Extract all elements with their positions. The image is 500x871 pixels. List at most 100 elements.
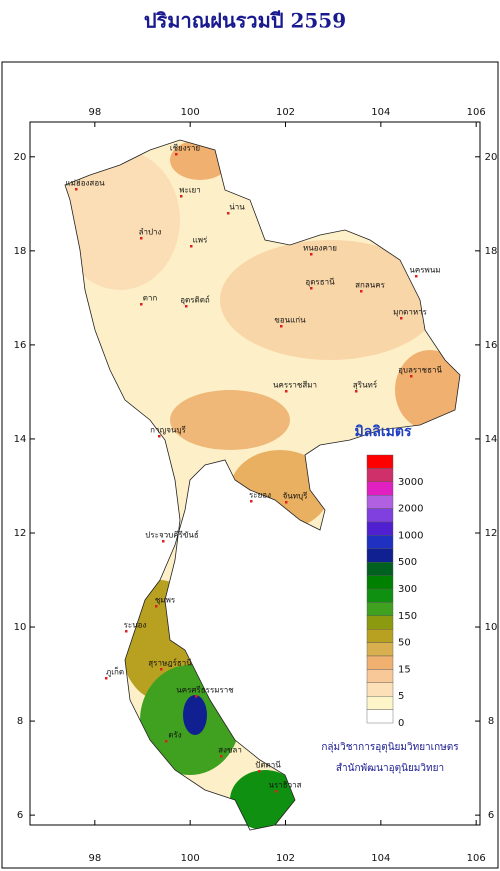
station <box>185 305 188 308</box>
place-label: ประจวบคีรีขันธ์ <box>145 530 199 540</box>
lat-tick-label: 8 <box>488 716 494 727</box>
legend-swatch <box>366 535 394 550</box>
station <box>160 668 163 671</box>
place-label: พะเยา <box>179 186 200 195</box>
place-label: กาญจนบุรี <box>150 426 186 435</box>
station <box>195 695 198 698</box>
station <box>140 303 143 306</box>
place-label: สุราษฎร์ธานี <box>148 658 192 668</box>
legend-label: 5 <box>398 691 404 702</box>
lon-tick-label: 100 <box>181 853 200 864</box>
place-label: แพร่ <box>193 236 208 245</box>
legend-swatch <box>366 575 394 590</box>
legend-swatch <box>366 709 394 724</box>
station <box>258 770 261 773</box>
station <box>355 390 358 393</box>
station <box>360 290 363 293</box>
station <box>285 501 288 504</box>
place-label: หนองคาย <box>303 244 337 253</box>
lon-tick-label: 104 <box>371 107 390 118</box>
station <box>220 755 223 758</box>
station <box>140 237 143 240</box>
place-label: สกลนคร <box>355 281 385 290</box>
lat-tick-label: 6 <box>17 810 23 821</box>
place-label: อุตรดิตถ์ <box>180 295 210 305</box>
lat-tick-label: 16 <box>14 340 27 351</box>
lat-tick-label: 18 <box>485 246 498 257</box>
station <box>280 325 283 328</box>
legend-swatch <box>366 548 394 563</box>
place-label: ภูเก็ต <box>106 667 124 678</box>
lon-tick-label: 104 <box>371 853 390 864</box>
place-label: ตาก <box>143 294 158 303</box>
lat-tick-label: 20 <box>14 152 27 163</box>
station <box>227 212 230 215</box>
station <box>275 790 278 793</box>
legend-swatch <box>366 642 394 657</box>
legend-swatch <box>366 562 394 576</box>
legend-label: 50 <box>398 638 411 649</box>
lat-tick-label: 12 <box>14 528 27 539</box>
lat-tick-label: 18 <box>14 246 27 257</box>
place-label: น่าน <box>229 203 245 212</box>
lon-tick-label: 102 <box>276 853 295 864</box>
station <box>310 287 313 290</box>
legend-swatch <box>366 682 394 697</box>
legend-label: 15 <box>398 664 411 675</box>
place-label: สุรินทร์ <box>353 380 378 390</box>
place-label: นครราชสีมา <box>273 381 317 390</box>
station <box>400 317 403 320</box>
station <box>415 275 418 278</box>
lat-tick-label: 6 <box>488 810 494 821</box>
station <box>410 375 413 378</box>
legend-swatch <box>366 655 394 670</box>
lat-tick-label: 8 <box>17 716 23 727</box>
lon-tick-label: 100 <box>181 107 200 118</box>
place-label: ขอนแก่น <box>274 316 306 325</box>
station <box>175 153 178 156</box>
place-label: ระยอง <box>249 491 271 500</box>
legend-label: 1000 <box>398 530 423 541</box>
outer-frame <box>1 61 499 869</box>
legend-swatch <box>366 629 394 643</box>
legend-swatch <box>366 468 394 482</box>
legend-swatch <box>366 588 394 603</box>
lon-tick-label: 102 <box>276 107 295 118</box>
place-label: เชียงราย <box>170 144 200 153</box>
lat-tick-label: 16 <box>485 340 498 351</box>
legend-label: 3000 <box>398 477 423 488</box>
station <box>285 390 288 393</box>
place-label: ระนอง <box>124 621 147 630</box>
place-label: ปัตตานี <box>255 761 281 770</box>
place-label: นครพนม <box>409 266 440 275</box>
station <box>125 630 128 633</box>
legend-swatch <box>366 602 394 617</box>
place-label: ชุมพร <box>155 596 176 605</box>
station <box>250 500 253 503</box>
legend-swatch <box>366 495 394 509</box>
place-label: อุดรธานี <box>305 278 335 287</box>
place-label: ลำปาง <box>139 228 162 237</box>
place-label: แม่ฮ่องสอน <box>65 179 105 188</box>
legend-swatch <box>366 696 394 710</box>
map-title: ปริมาณฝนรวมปี 2559 <box>144 9 346 33</box>
station <box>190 245 193 248</box>
station <box>165 740 168 743</box>
legend-swatch <box>366 615 394 630</box>
legend-label: 0 <box>398 718 404 729</box>
lat-tick-label: 20 <box>485 152 498 163</box>
lat-tick-label: 10 <box>14 622 27 633</box>
lon-tick-label: 98 <box>88 853 101 864</box>
legend-swatch <box>366 669 394 684</box>
lat-tick-label: 14 <box>485 434 498 445</box>
place-label: นราธิวาส <box>268 781 301 790</box>
legend-title: มิลลิเมตร <box>354 424 411 440</box>
legend-label: 150 <box>398 611 417 622</box>
station <box>310 253 313 256</box>
station <box>158 435 161 438</box>
station <box>155 605 158 608</box>
legend-swatch <box>366 508 394 523</box>
legend-swatch <box>366 521 394 536</box>
place-label: ตรัง <box>168 731 181 740</box>
